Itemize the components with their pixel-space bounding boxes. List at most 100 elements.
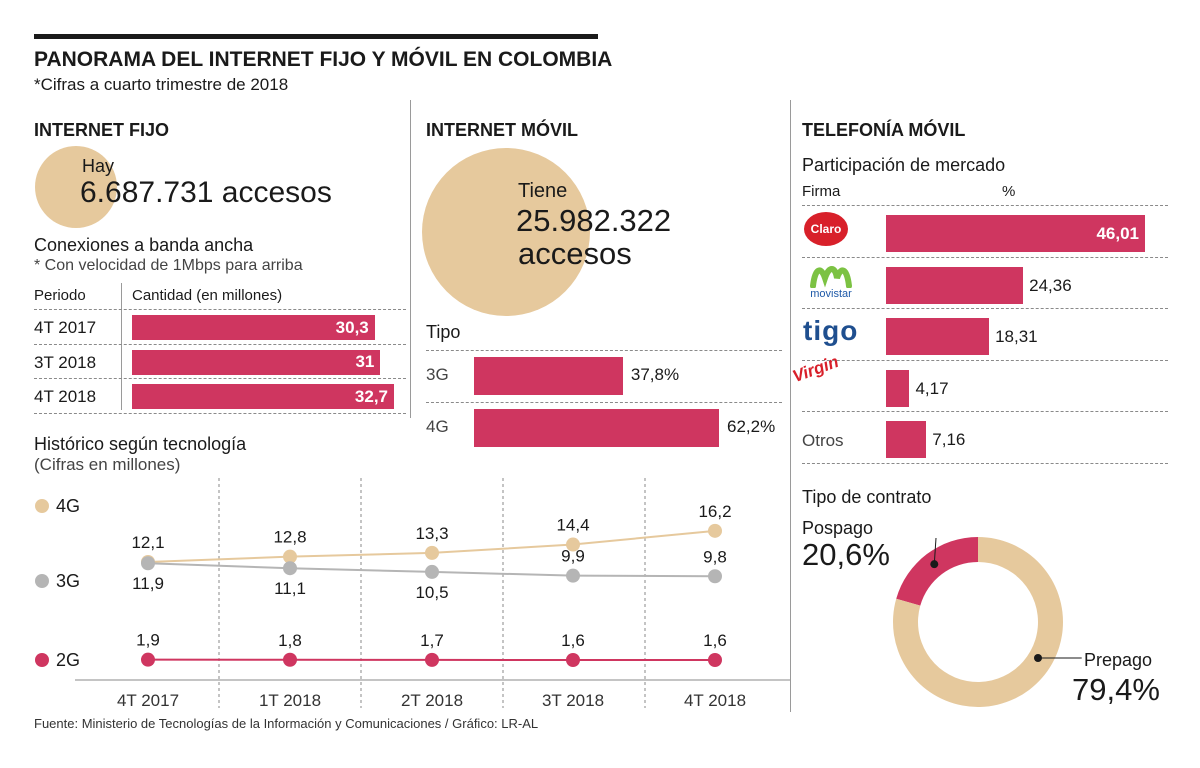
banda-bar: 31 (132, 349, 381, 375)
x-tick-label: 4T 2017 (117, 691, 179, 710)
tipo-bar-value: 62,2% (727, 417, 776, 436)
legend-swatch-2g (35, 653, 49, 667)
movistar-logo: movistar (803, 262, 859, 302)
point-2g (708, 653, 722, 667)
data-label-2g: 1,7 (420, 631, 444, 650)
column-divider-1 (410, 100, 411, 418)
conexiones-title: Conexiones a banda ancha (34, 235, 254, 255)
data-label-4g: 16,2 (698, 502, 731, 521)
participacion-bar (886, 421, 927, 458)
contrato-donut-chart (893, 537, 1082, 707)
participacion-value: 46,01 (1096, 223, 1139, 243)
tipo-bar-value: 37,8% (630, 365, 680, 384)
data-label-3g: 11,9 (132, 574, 164, 593)
row-divider (426, 350, 782, 351)
fijo-hay: Hay (82, 156, 115, 176)
col-cantidad: Cantidad (en millones) (132, 287, 283, 304)
donut-slice-prepago (893, 537, 1063, 707)
point-4g (283, 549, 297, 564)
point-4g (425, 545, 439, 560)
pospago-dot (930, 560, 939, 569)
legend-label-2g: 2G (56, 650, 80, 670)
tipo-category: 4G (426, 417, 449, 436)
participacion-bar: 46,01 (886, 215, 1145, 252)
legend-swatch-4g (35, 499, 49, 513)
banda-bar: 30,3 (132, 315, 375, 340)
pospago-label: Pospago (802, 518, 874, 538)
tipo-category: 3G (426, 365, 449, 384)
point-2g (566, 653, 580, 667)
participacion-bar (886, 369, 910, 407)
tipo-label: Tipo (426, 322, 461, 342)
tigo-logo: tigo (803, 315, 859, 346)
row-divider (34, 412, 406, 414)
period-label: 3T 2018 (34, 352, 97, 372)
banda-bar-value: 31 (355, 352, 375, 371)
data-label-2g: 1,6 (703, 631, 727, 650)
prepago-value: 79,4% (1072, 672, 1160, 707)
contrato-title: Tipo de contrato (802, 487, 932, 507)
data-label-2g: 1,8 (278, 631, 302, 650)
participacion-bar (886, 266, 1024, 304)
col-periodo: Periodo (34, 287, 86, 304)
historico-note: (Cifras en millones) (34, 455, 181, 474)
point-3g (566, 568, 580, 583)
tipo-bar (474, 409, 719, 447)
col-pct: % (1002, 183, 1016, 200)
table-divider (121, 283, 122, 410)
data-label-4g: 12,1 (131, 533, 164, 552)
claro-logo: Claro (803, 211, 849, 247)
data-label-3g: 9,8 (703, 547, 727, 566)
row-divider (34, 309, 406, 310)
fijo-accesos: 6.687.731 accesos (80, 176, 332, 209)
pospago-value: 20,6% (802, 537, 890, 572)
legend-label-3g: 3G (56, 571, 80, 591)
claro-logo-mark: Claro (804, 212, 848, 246)
column-divider-2 (790, 100, 791, 712)
tipo-bar (474, 357, 623, 395)
data-label-3g: 10,5 (415, 583, 448, 602)
donut-slice-pospago (896, 537, 978, 606)
participacion-value: 4,17 (915, 378, 949, 398)
header-rule (34, 34, 598, 39)
point-3g (283, 561, 297, 576)
row-divider (802, 256, 1168, 258)
participacion-value: 24,36 (1029, 275, 1072, 295)
period-label: 4T 2018 (34, 387, 97, 406)
movil-accesos-num: 25.982.322 (516, 203, 672, 238)
data-label-4g: 12,8 (273, 528, 306, 547)
point-3g (425, 564, 439, 579)
participacion-value: 7,16 (932, 430, 966, 449)
banda-bar: 32,7 (132, 384, 394, 409)
page-subtitle: *Cifras a cuarto trimestre de 2018 (34, 75, 289, 94)
legend-swatch-3g (35, 574, 49, 588)
period-label: 4T 2017 (34, 318, 97, 337)
data-label-2g: 1,9 (136, 631, 160, 650)
legend-label-4g: 4G (56, 496, 80, 516)
page-title: PANORAMA DEL INTERNET FIJO Y MÓVIL EN CO… (34, 48, 613, 71)
point-4g (566, 537, 580, 552)
banda-bar-value: 32,7 (354, 386, 388, 406)
pospago-leader (933, 537, 937, 565)
data-label-3g: 11,1 (274, 579, 306, 598)
prepago-dot (1034, 654, 1042, 662)
movistar-icon (810, 266, 852, 289)
row-divider (802, 462, 1168, 464)
prepago-label: Prepago (1084, 650, 1153, 670)
movil-circle (422, 148, 590, 316)
data-label-4g: 13,3 (415, 524, 448, 543)
point-2g (425, 652, 439, 667)
point-2g (141, 652, 155, 667)
firma-label: Otros (802, 431, 844, 450)
data-label-2g: 1,6 (561, 631, 585, 650)
point-4g (708, 523, 722, 538)
col-firma: Firma (802, 183, 841, 200)
banda-bar-value: 30,3 (335, 317, 369, 337)
participacion-value: 18,31 (995, 327, 1038, 346)
movistar-wordmark: movistar (810, 288, 852, 300)
point-2g (283, 652, 297, 667)
row-divider (34, 343, 406, 345)
x-tick-label: 3T 2018 (542, 691, 604, 710)
row-divider (802, 308, 1168, 309)
point-3g (708, 569, 722, 584)
